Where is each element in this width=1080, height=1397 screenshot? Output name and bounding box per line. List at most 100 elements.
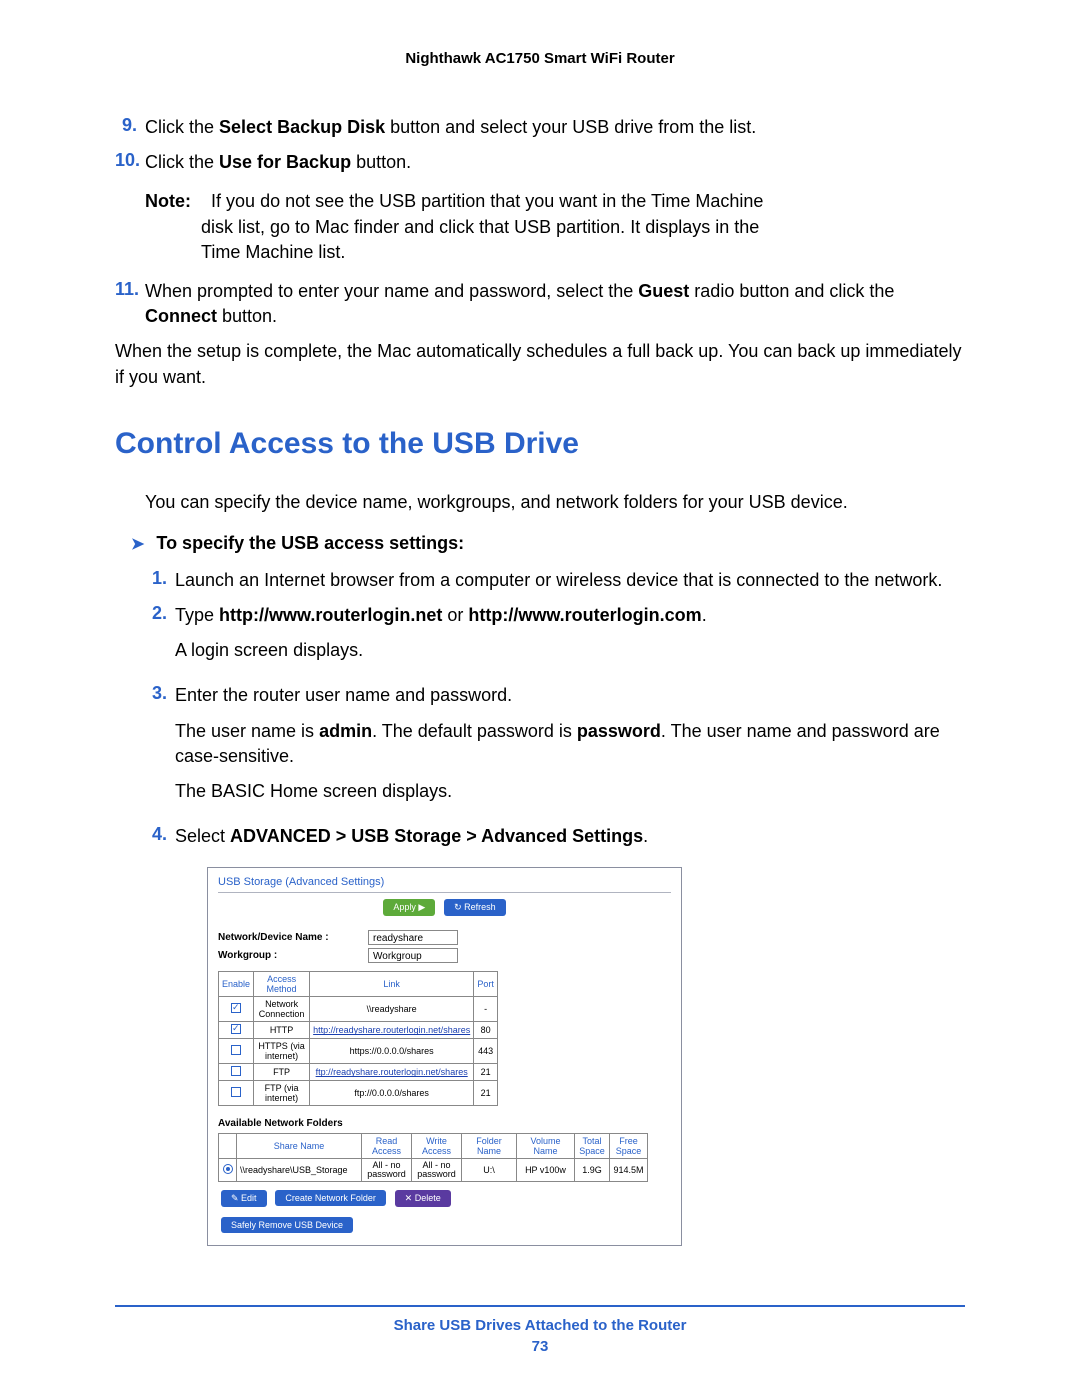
cell: Network Connection — [254, 997, 310, 1022]
bold-text: http://www.routerlogin.net — [219, 605, 442, 625]
text: Select — [175, 826, 230, 846]
enable-checkbox[interactable] — [231, 1066, 241, 1076]
table-row: FTP ftp://readyshare.routerlogin.net/sha… — [219, 1064, 498, 1081]
cell: 21 — [474, 1064, 498, 1081]
table-row: Network Connection \\readyshare - — [219, 997, 498, 1022]
cell: 914.5M — [610, 1159, 648, 1182]
enable-checkbox[interactable] — [231, 1045, 241, 1055]
step-number: 4. — [145, 824, 175, 849]
text: Click the — [145, 117, 219, 137]
cell: HP v100w — [517, 1159, 575, 1182]
text: Click the — [145, 152, 219, 172]
router-screenshot: USB Storage (Advanced Settings) Apply ▶ … — [207, 867, 682, 1246]
col-volume: Volume Name — [517, 1134, 575, 1159]
task-step-3: 3. Enter the router user name and passwo… — [145, 683, 965, 814]
delete-button[interactable]: ✕ Delete — [395, 1190, 451, 1207]
cell: 443 — [474, 1039, 498, 1064]
text: . The default password is — [372, 721, 577, 741]
cell: U:\ — [462, 1159, 517, 1182]
cell: 21 — [474, 1081, 498, 1106]
col-port: Port — [474, 972, 498, 997]
bold-text: password — [577, 721, 661, 741]
step-number: 3. — [145, 683, 175, 814]
enable-checkbox[interactable] — [231, 1003, 241, 1013]
col-free: Free Space — [610, 1134, 648, 1159]
access-method-table: Enable Access Method Link Port Network C… — [218, 971, 498, 1106]
text: button. — [217, 306, 277, 326]
note-text: If you do not see the USB partition that… — [211, 191, 763, 211]
table-row: HTTPS (via internet) https://0.0.0.0/sha… — [219, 1039, 498, 1064]
edit-button[interactable]: ✎ Edit — [221, 1190, 267, 1207]
paragraph: A login screen displays. — [175, 638, 965, 663]
step-number: 10. — [115, 150, 145, 265]
step-11: 11. When prompted to enter your name and… — [115, 279, 965, 329]
text: button. — [351, 152, 411, 172]
apply-button[interactable]: Apply ▶ — [383, 899, 435, 916]
safely-remove-button[interactable]: Safely Remove USB Device — [221, 1217, 353, 1233]
cell: 1.9G — [575, 1159, 610, 1182]
page-content: Nighthawk AC1750 Smart WiFi Router 9. Cl… — [0, 0, 1080, 1246]
bold-text: ADVANCED > USB Storage > Advanced Settin… — [230, 826, 643, 846]
footer-page-number: 73 — [115, 1338, 965, 1355]
bold-text: Connect — [145, 306, 217, 326]
text: or — [442, 605, 468, 625]
paragraph: You can specify the device name, workgro… — [145, 490, 965, 515]
task-heading: ➤ To specify the USB access settings: — [131, 533, 965, 554]
link[interactable]: ftp://readyshare.routerlogin.net/shares — [316, 1067, 468, 1077]
cell: - — [474, 997, 498, 1022]
paragraph: When the setup is complete, the Mac auto… — [115, 339, 965, 389]
table-row: \\readyshare\USB_Storage All - no passwo… — [219, 1159, 648, 1182]
refresh-button[interactable]: ↻ Refresh — [444, 899, 506, 916]
enable-checkbox[interactable] — [231, 1024, 241, 1034]
task-step-2: 2. Type http://www.routerlogin.net or ht… — [145, 603, 965, 673]
footer-divider — [115, 1305, 965, 1307]
folders-table: Share Name Read Access Write Access Fold… — [218, 1133, 648, 1182]
bullet-arrow-icon: ➤ — [131, 534, 144, 554]
col-share: Share Name — [237, 1134, 362, 1159]
cell: HTTPS (via internet) — [254, 1039, 310, 1064]
bold-text: Use for Backup — [219, 152, 351, 172]
cell: All - no password — [362, 1159, 412, 1182]
col-write: Write Access — [412, 1134, 462, 1159]
text: Type — [175, 605, 219, 625]
device-name-label: Network/Device Name : — [218, 932, 368, 943]
text: button and select your USB drive from th… — [385, 117, 756, 137]
step-10: 10. Click the Use for Backup button. Not… — [115, 150, 965, 265]
bold-text: http://www.routerlogin.com — [468, 605, 701, 625]
workgroup-input[interactable]: Workgroup — [368, 948, 458, 963]
section-heading: Control Access to the USB Drive — [115, 426, 965, 462]
cell: FTP (via internet) — [254, 1081, 310, 1106]
col-link: Link — [310, 972, 474, 997]
col-method: Access Method — [254, 972, 310, 997]
bold-text: Select Backup Disk — [219, 117, 385, 137]
cell: ftp://0.0.0.0/shares — [310, 1081, 474, 1106]
text: Enter the router user name and password. — [175, 685, 512, 705]
step-number: 11. — [115, 279, 145, 329]
table-row: FTP (via internet) ftp://0.0.0.0/shares … — [219, 1081, 498, 1106]
device-name-input[interactable]: readyshare — [368, 930, 458, 945]
col-read: Read Access — [362, 1134, 412, 1159]
text: . — [643, 826, 648, 846]
cell: FTP — [254, 1064, 310, 1081]
text: . — [702, 605, 707, 625]
cell: All - no password — [412, 1159, 462, 1182]
page-footer: Share USB Drives Attached to the Router … — [115, 1305, 965, 1355]
cell: \\readyshare\USB_Storage — [237, 1159, 362, 1182]
task-step-1: 1. Launch an Internet browser from a com… — [145, 568, 965, 593]
folders-label: Available Network Folders — [218, 1118, 671, 1129]
step-9: 9. Click the Select Backup Disk button a… — [115, 115, 965, 140]
footer-title: Share USB Drives Attached to the Router — [115, 1317, 965, 1334]
create-folder-button[interactable]: Create Network Folder — [275, 1190, 386, 1206]
select-radio[interactable] — [223, 1164, 233, 1174]
text: Launch an Internet browser from a comput… — [175, 568, 965, 593]
link[interactable]: http://readyshare.routerlogin.net/shares — [313, 1025, 470, 1035]
cell: HTTP — [254, 1022, 310, 1039]
note-text: disk list, go to Mac finder and click th… — [145, 215, 965, 240]
enable-checkbox[interactable] — [231, 1087, 241, 1097]
paragraph: The BASIC Home screen displays. — [175, 779, 965, 804]
page-header-title: Nighthawk AC1750 Smart WiFi Router — [115, 50, 965, 67]
text: The user name is — [175, 721, 319, 741]
cell: \\readyshare — [310, 997, 474, 1022]
note-text: Time Machine list. — [145, 240, 965, 265]
step-number: 9. — [115, 115, 145, 140]
